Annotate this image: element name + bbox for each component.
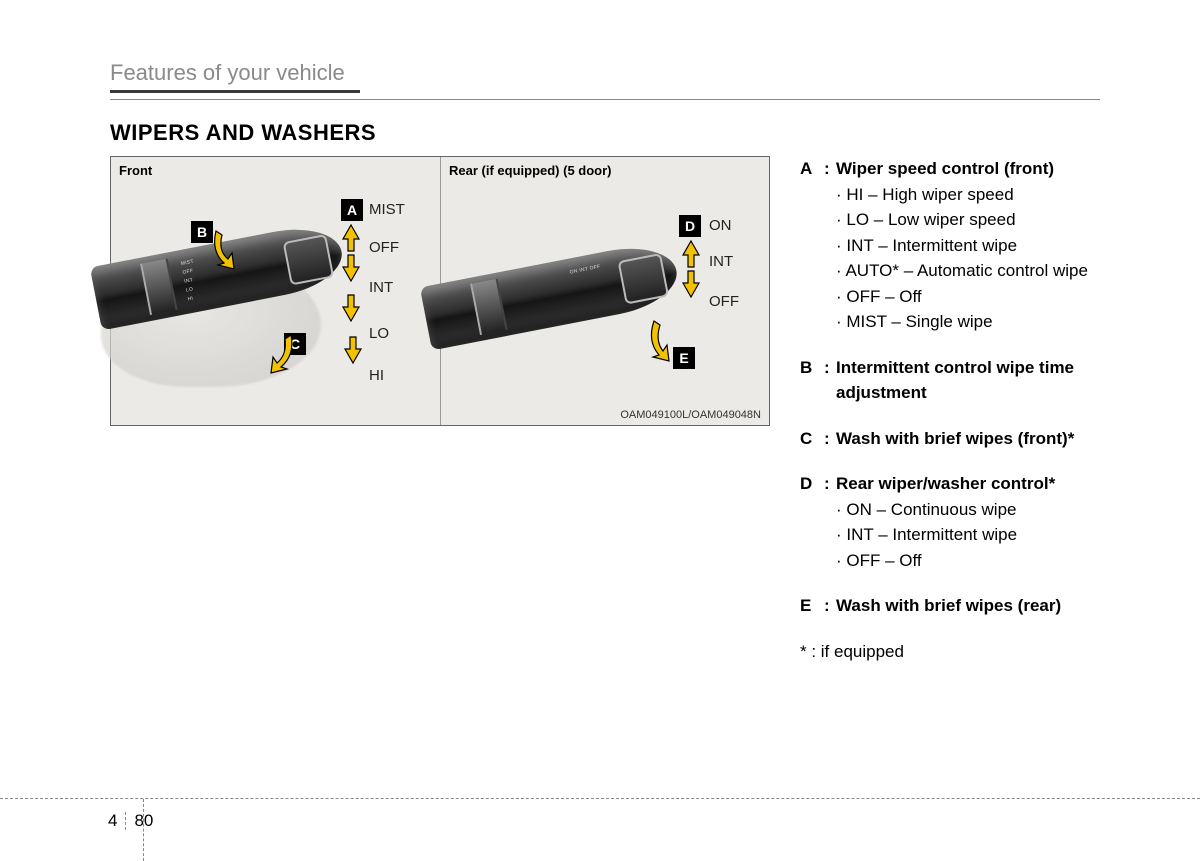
def-D-title: Rear wiper/washer control* bbox=[836, 471, 1055, 497]
definition-E: E:Wash with brief wipes (rear) bbox=[800, 593, 1100, 619]
figure-rear-panel: Rear (if equipped) (5 door) ON INT OFF D… bbox=[440, 157, 769, 425]
figure-front-label: Front bbox=[119, 163, 432, 178]
arrow-curve-icon bbox=[639, 315, 689, 365]
def-A-item: · OFF – Off bbox=[800, 284, 1100, 310]
def-A-item: · HI – High wiper speed bbox=[800, 182, 1100, 208]
arrow-curve-icon bbox=[206, 221, 256, 271]
rear-ring bbox=[470, 279, 507, 335]
def-A-item: · AUTO* – Automatic control wipe bbox=[800, 258, 1100, 284]
definition-D: D:Rear wiper/washer control* · ON – Cont… bbox=[800, 471, 1100, 573]
definition-C: C:Wash with brief wipes (front)* bbox=[800, 426, 1100, 452]
page-number: 4 80 bbox=[108, 811, 153, 831]
footnote: * : if equipped bbox=[800, 639, 1100, 665]
intermittent-ring bbox=[140, 259, 177, 315]
rear-opt-int: INT bbox=[709, 253, 733, 270]
page-separator bbox=[125, 812, 126, 830]
rear-opt-off: OFF bbox=[709, 293, 739, 310]
rear-illustration: ON INT OFF D E ON INT OFF bbox=[441, 197, 769, 417]
stalk-ticks-front: MIST OFF INT LO HI bbox=[180, 258, 202, 305]
page-number-value: 80 bbox=[134, 811, 153, 831]
section-title: WIPERS AND WASHERS bbox=[110, 120, 1100, 146]
stalk-ticks-rear: ON INT OFF bbox=[569, 263, 601, 278]
rear-opt-on: ON bbox=[709, 217, 732, 234]
front-opt-hi: HI bbox=[369, 367, 384, 384]
arrow-curve-icon bbox=[251, 327, 301, 377]
def-B-title: Intermittent control wipe time adjustmen… bbox=[836, 355, 1100, 406]
front-opt-lo: LO bbox=[369, 325, 389, 342]
def-A-title: Wiper speed control (front) bbox=[836, 156, 1054, 182]
arrow-down-icon bbox=[681, 269, 701, 299]
callout-D: D bbox=[679, 215, 701, 237]
figure: Front MIST OFF INT LO HI A B C MIST OFF … bbox=[110, 156, 770, 426]
def-A-item: · INT – Intermittent wipe bbox=[800, 233, 1100, 259]
def-D-item: · INT – Intermittent wipe bbox=[800, 522, 1100, 548]
front-opt-mist: MIST bbox=[369, 201, 405, 218]
definition-B: B:Intermittent control wipe time adjustm… bbox=[800, 355, 1100, 406]
footer-rule bbox=[0, 798, 1200, 799]
def-D-item: · ON – Continuous wipe bbox=[800, 497, 1100, 523]
front-illustration: MIST OFF INT LO HI A B C MIST OFF INT LO… bbox=[111, 197, 440, 417]
front-opt-off: OFF bbox=[369, 239, 399, 256]
front-opt-int: INT bbox=[369, 279, 393, 296]
arrow-up-icon bbox=[341, 223, 361, 253]
arrow-down-icon bbox=[343, 335, 363, 365]
figure-code: OAM049100L/OAM049048N bbox=[620, 409, 761, 421]
callout-A: A bbox=[341, 199, 363, 221]
definitions-column: A:Wiper speed control (front) · HI – Hig… bbox=[800, 156, 1100, 664]
def-A-item: · LO – Low wiper speed bbox=[800, 207, 1100, 233]
def-C-title: Wash with brief wipes (front)* bbox=[836, 426, 1074, 452]
def-D-item: · OFF – Off bbox=[800, 548, 1100, 574]
arrow-down-icon bbox=[341, 253, 361, 283]
divider bbox=[110, 99, 1100, 100]
arrow-up-icon bbox=[681, 239, 701, 269]
arrow-down-icon bbox=[341, 293, 361, 323]
def-E-title: Wash with brief wipes (rear) bbox=[836, 593, 1061, 619]
figure-front-panel: Front MIST OFF INT LO HI A B C MIST OFF … bbox=[111, 157, 440, 425]
definition-A: A:Wiper speed control (front) · HI – Hig… bbox=[800, 156, 1100, 335]
chapter-number: 4 bbox=[108, 811, 117, 831]
chapter-title: Features of your vehicle bbox=[110, 60, 360, 93]
def-A-item: · MIST – Single wipe bbox=[800, 309, 1100, 335]
figure-rear-label: Rear (if equipped) (5 door) bbox=[449, 163, 761, 178]
